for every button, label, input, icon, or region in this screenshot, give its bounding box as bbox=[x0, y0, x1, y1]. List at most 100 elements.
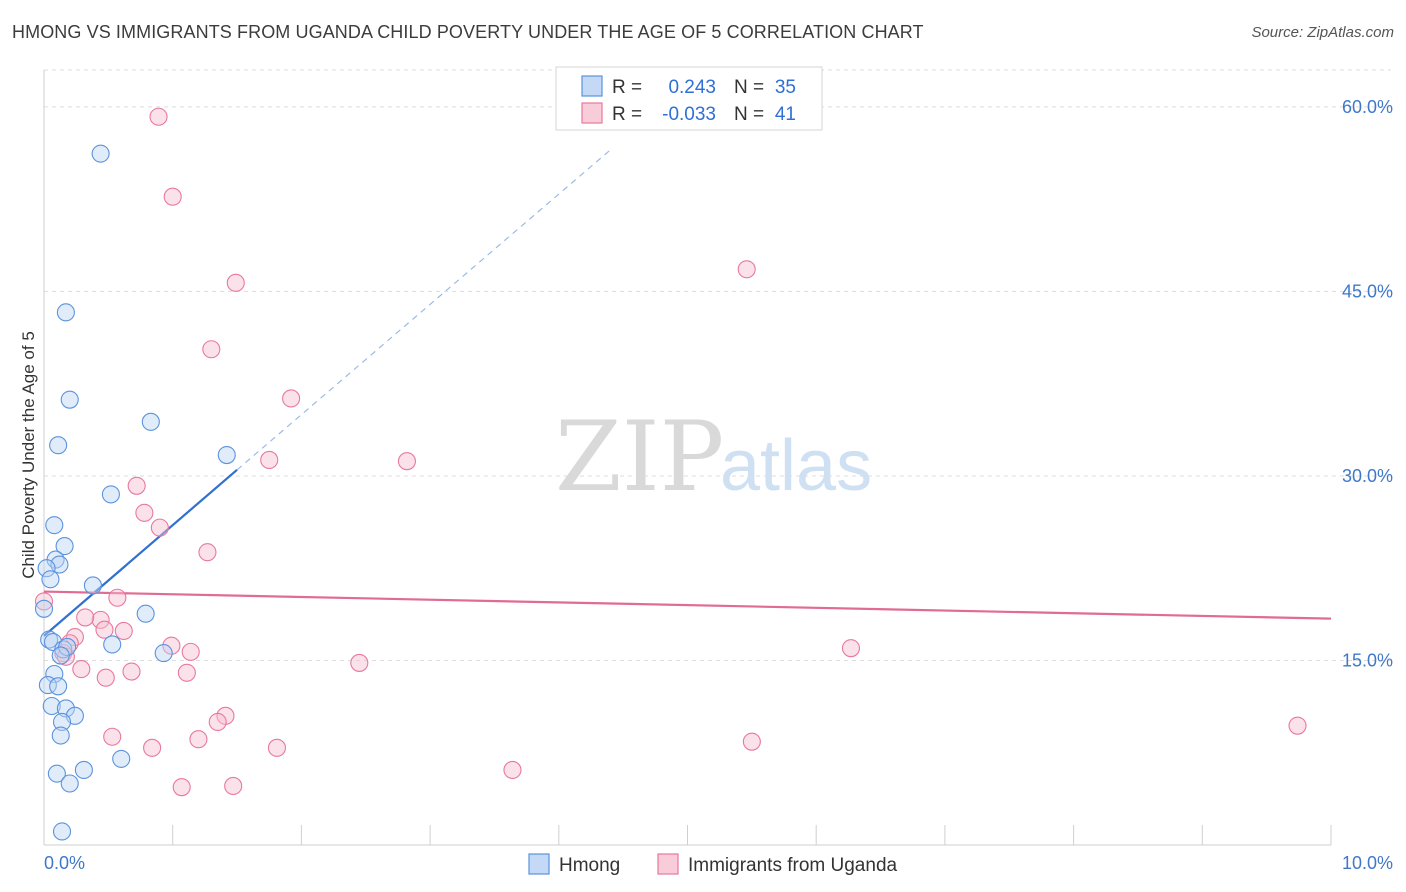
uganda-point-25 bbox=[350, 653, 369, 672]
legend-swatch-hmong bbox=[581, 75, 603, 97]
uganda-point-36 bbox=[267, 738, 286, 757]
x-tick-label-1: 10.0% bbox=[1342, 853, 1393, 873]
axes bbox=[43, 70, 1332, 846]
uganda-trend-line bbox=[43, 590, 1332, 620]
uganda-point-38 bbox=[503, 760, 522, 780]
watermark-zip: ZIP bbox=[555, 401, 724, 513]
hmong-point-31 bbox=[112, 749, 131, 768]
hmong-point-18 bbox=[103, 635, 122, 654]
legend-r-label-hmong: R = bbox=[612, 77, 642, 98]
uganda-point-11 bbox=[198, 543, 217, 562]
legend-n-value-hmong: 35 bbox=[775, 77, 796, 98]
legend-r-value-hmong: 0.243 bbox=[668, 77, 716, 98]
source-credit: Source: ZipAtlas.com bbox=[1251, 24, 1394, 41]
uganda-point-14 bbox=[91, 610, 110, 629]
uganda-point-21 bbox=[181, 642, 200, 661]
uganda-point-27 bbox=[122, 662, 141, 681]
legend-r-label-uganda: R = bbox=[612, 104, 642, 125]
hmong-point-32 bbox=[74, 760, 93, 780]
uganda-point-37 bbox=[1288, 716, 1307, 735]
x-tick-label-0: 0.0% bbox=[44, 853, 85, 873]
uganda-point-33 bbox=[189, 730, 208, 749]
hmong-point-22 bbox=[51, 646, 70, 665]
hmong-point-35 bbox=[52, 822, 72, 841]
hmong-point-11 bbox=[37, 559, 56, 578]
uganda-point-40 bbox=[224, 776, 243, 796]
hmong-points bbox=[34, 144, 236, 841]
hmong-point-3 bbox=[141, 412, 160, 431]
uganda-point-12 bbox=[34, 592, 54, 611]
hmong-point-25 bbox=[49, 677, 68, 696]
hmong-trend-extension bbox=[236, 149, 611, 471]
uganda-point-0 bbox=[149, 107, 168, 126]
uganda-point-16 bbox=[114, 621, 133, 641]
legend-r-value-uganda: -0.033 bbox=[662, 104, 716, 125]
bottom-legend-label-hmong: Hmong bbox=[559, 855, 620, 876]
y-tick-label-3: 60.0% bbox=[1342, 97, 1393, 117]
uganda-point-20 bbox=[162, 636, 181, 655]
uganda-point-35 bbox=[143, 738, 162, 757]
y-axis-label: Child Poverty Under the Age of 5 bbox=[19, 331, 38, 579]
hmong-point-29 bbox=[52, 712, 72, 732]
chart-title: HMONG VS IMMIGRANTS FROM UGANDA CHILD PO… bbox=[12, 22, 924, 42]
uganda-point-26 bbox=[72, 660, 91, 679]
uganda-point-28 bbox=[177, 663, 196, 682]
uganda-point-5 bbox=[282, 389, 301, 408]
y-tick-labels: 15.0% 30.0% 45.0% 60.0% bbox=[1342, 97, 1393, 671]
uganda-point-9 bbox=[135, 503, 154, 522]
series-legend: Hmong Immigrants from Uganda bbox=[528, 853, 898, 876]
uganda-point-29 bbox=[96, 668, 115, 687]
gridlines bbox=[44, 69, 1391, 661]
uganda-points bbox=[34, 107, 1307, 797]
hmong-point-34 bbox=[60, 774, 79, 793]
hmong-trend-line bbox=[43, 468, 238, 637]
x-tick-labels: 0.0% 10.0% bbox=[44, 853, 1393, 873]
hmong-point-17 bbox=[43, 632, 63, 652]
uganda-point-2 bbox=[737, 260, 756, 279]
legend-swatch-uganda bbox=[581, 102, 603, 124]
hmong-point-1 bbox=[56, 303, 75, 322]
hmong-point-0 bbox=[91, 144, 110, 163]
hmong-point-15 bbox=[136, 604, 155, 623]
uganda-point-17 bbox=[95, 620, 114, 639]
uganda-point-31 bbox=[208, 712, 227, 732]
uganda-point-32 bbox=[103, 727, 122, 746]
bottom-legend-label-uganda: Immigrants from Uganda bbox=[688, 855, 898, 876]
uganda-point-3 bbox=[226, 273, 245, 292]
bottom-legend-swatch-uganda bbox=[657, 853, 679, 875]
uganda-point-10 bbox=[150, 518, 169, 537]
hmong-point-13 bbox=[83, 576, 102, 595]
hmong-point-14 bbox=[34, 599, 54, 618]
hmong-point-7 bbox=[45, 516, 64, 535]
hmong-point-33 bbox=[47, 764, 66, 783]
hmong-point-6 bbox=[101, 485, 120, 504]
hmong-point-27 bbox=[56, 699, 75, 718]
uganda-point-23 bbox=[841, 639, 860, 658]
uganda-point-6 bbox=[260, 450, 279, 470]
uganda-point-4 bbox=[202, 340, 221, 359]
hmong-point-30 bbox=[51, 726, 70, 745]
watermark-atlas: atlas bbox=[720, 426, 872, 506]
y-tick-label-0: 15.0% bbox=[1342, 650, 1393, 670]
uganda-point-39 bbox=[172, 778, 191, 797]
bottom-legend-swatch-hmong bbox=[528, 853, 550, 875]
hmong-point-21 bbox=[154, 644, 173, 663]
uganda-point-13 bbox=[108, 588, 127, 607]
hmong-point-2 bbox=[60, 390, 79, 409]
uganda-point-8 bbox=[127, 476, 146, 495]
uganda-point-1 bbox=[163, 187, 182, 206]
hmong-point-8 bbox=[55, 537, 74, 556]
uganda-point-15 bbox=[76, 608, 95, 627]
trend-lines bbox=[43, 149, 1332, 637]
uganda-point-7 bbox=[397, 452, 416, 471]
y-tick-label-2: 45.0% bbox=[1342, 281, 1393, 301]
uganda-point-34 bbox=[742, 732, 761, 751]
hmong-point-4 bbox=[49, 436, 68, 455]
hmong-point-26 bbox=[42, 696, 61, 716]
y-tick-label-1: 30.0% bbox=[1342, 466, 1393, 486]
correlation-legend: R = 0.243 N = 35 R = -0.033 N = 41 bbox=[555, 66, 823, 131]
hmong-point-5 bbox=[217, 445, 236, 465]
legend-n-label-hmong: N = bbox=[734, 77, 764, 98]
hmong-point-12 bbox=[41, 570, 60, 589]
